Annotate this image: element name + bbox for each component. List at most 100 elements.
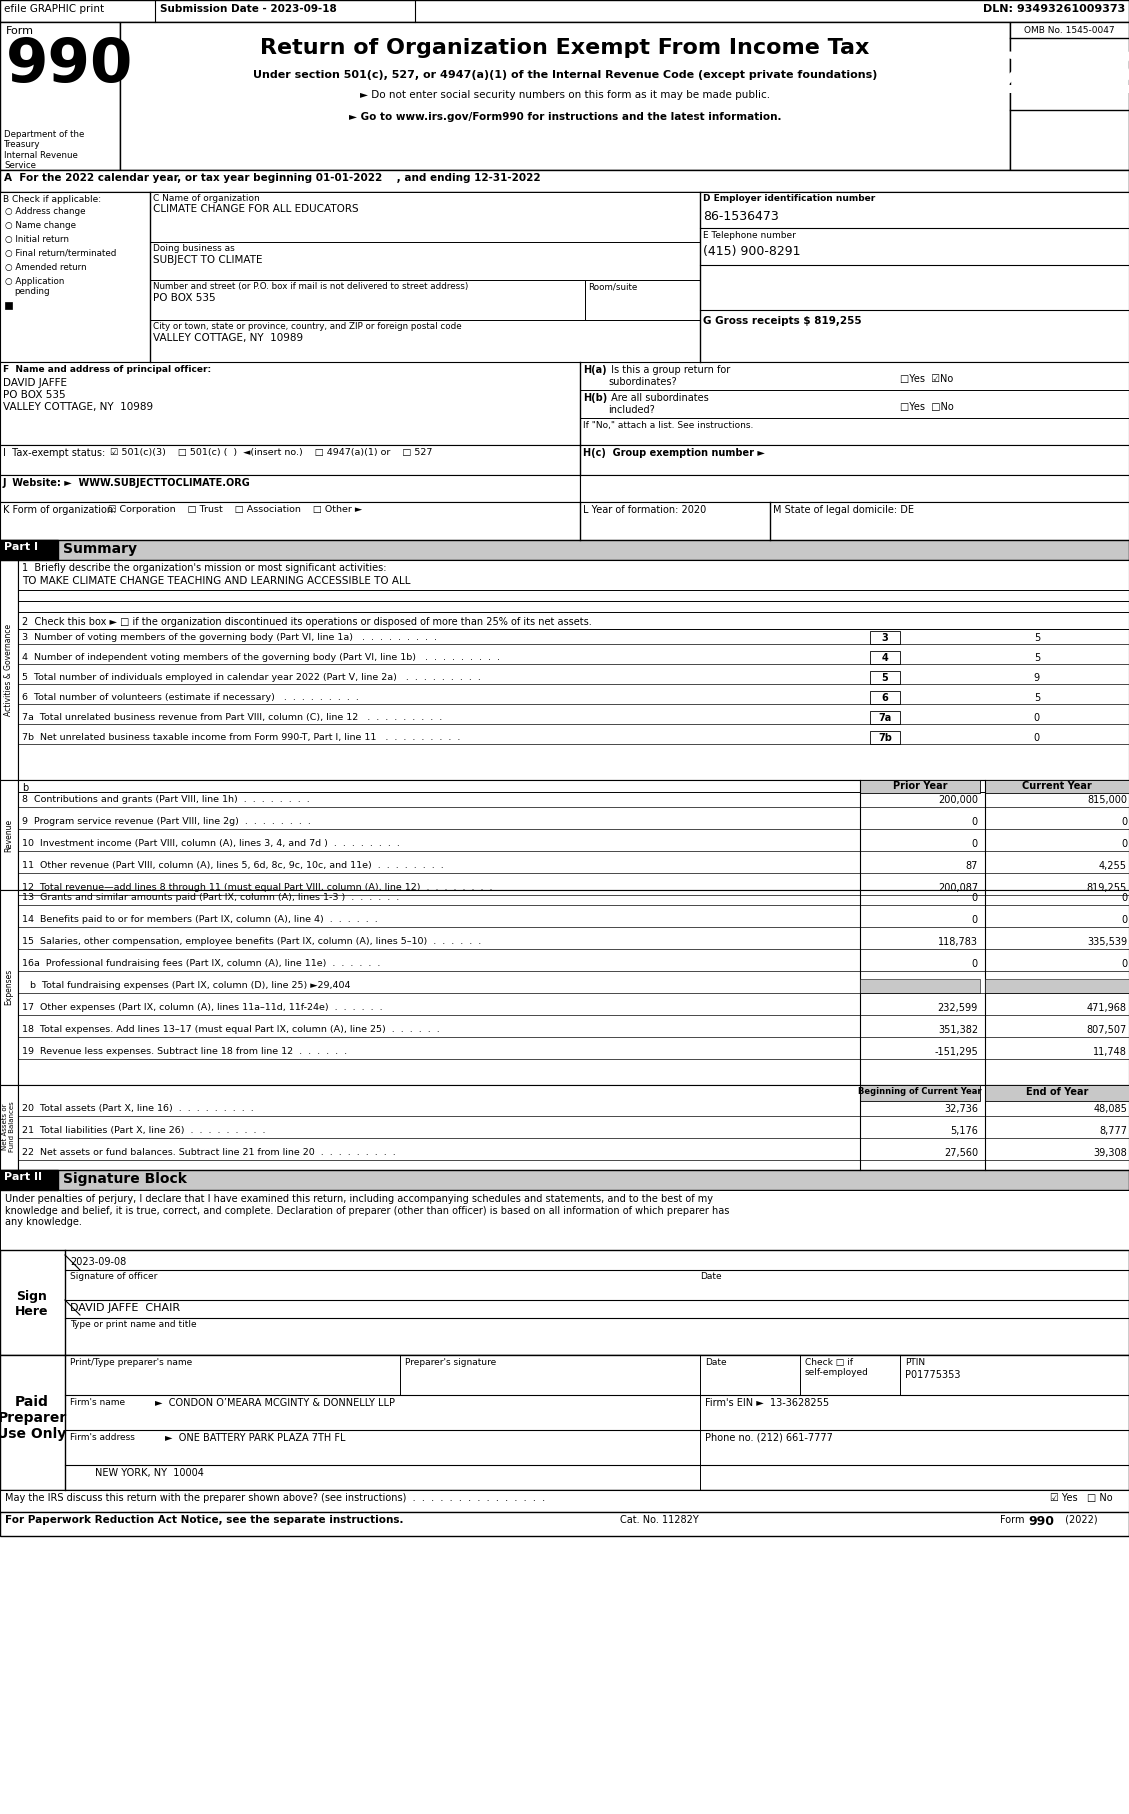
Bar [0, 475, 580, 502]
Text: TO MAKE CLIMATE CHANGE TEACHING AND LEARNING ACCESSIBLE TO ALL: TO MAKE CLIMATE CHANGE TEACHING AND LEAR… [21, 577, 411, 586]
Text: Under penalties of perjury, I declare that I have examined this return, includin: Under penalties of perjury, I declare th… [5, 1194, 729, 1228]
Text: 4,255: 4,255 [1099, 862, 1127, 871]
Text: 15  Salaries, other compensation, employee benefits (Part IX, column (A), lines : 15 Salaries, other compensation, employe… [21, 938, 481, 945]
Bar [1010, 111, 1129, 171]
Text: G Gross receipts $ 819,255: G Gross receipts $ 819,255 [703, 316, 861, 327]
Text: 13  Grants and similar amounts paid (Part IX, column (A), lines 1-3 )  .  .  .  : 13 Grants and similar amounts paid (Part… [21, 892, 400, 902]
Text: 471,968: 471,968 [1087, 1003, 1127, 1012]
Text: F  Name and address of principal officer:: F Name and address of principal officer: [3, 365, 211, 374]
Text: 6: 6 [882, 693, 889, 704]
Text: 5: 5 [1034, 633, 1040, 642]
Text: Open to Public
Inspection: Open to Public Inspection [1017, 118, 1120, 145]
Text: pending: pending [14, 287, 50, 296]
Bar [984, 1085, 1129, 1101]
Bar [120, 22, 1010, 171]
Text: Signature of officer: Signature of officer [70, 1272, 157, 1281]
Text: 19  Revenue less expenses. Subtract line 18 from line 12  .  .  .  .  .  .: 19 Revenue less expenses. Subtract line … [21, 1047, 347, 1056]
Bar [0, 22, 120, 171]
Bar [0, 541, 58, 561]
Text: ►  CONDON O’MEARA MCGINTY & DONNELLY LLP: ► CONDON O’MEARA MCGINTY & DONNELLY LLP [155, 1399, 395, 1408]
Text: Part II: Part II [5, 1172, 42, 1183]
Text: VALLEY COTTAGE, NY  10989: VALLEY COTTAGE, NY 10989 [154, 334, 303, 343]
Text: DLN: 93493261009373: DLN: 93493261009373 [982, 4, 1124, 15]
Bar [150, 241, 700, 279]
Text: L Year of formation: 2020: L Year of formation: 2020 [583, 504, 707, 515]
Text: Firm's name: Firm's name [70, 1399, 125, 1408]
Text: OMB No. 1545-0047: OMB No. 1545-0047 [1024, 25, 1114, 34]
Text: Under section 501(c), 527, or 4947(a)(1) of the Internal Revenue Code (except pr: Under section 501(c), 527, or 4947(a)(1)… [253, 71, 877, 80]
Text: 14  Benefits paid to or for members (Part IX, column (A), line 4)  .  .  .  .  .: 14 Benefits paid to or for members (Part… [21, 914, 378, 923]
Text: 39,308: 39,308 [1093, 1148, 1127, 1157]
Text: Submission Date - 2023-09-18: Submission Date - 2023-09-18 [160, 4, 336, 15]
Bar [870, 671, 900, 684]
Text: ○ Final return/terminated: ○ Final return/terminated [5, 249, 116, 258]
Bar [0, 1513, 1129, 1536]
Text: 4  Number of independent voting members of the governing body (Part VI, line 1b): 4 Number of independent voting members o… [21, 653, 500, 662]
Text: 16a  Professional fundraising fees (Part IX, column (A), line 11e)  .  .  .  .  : 16a Professional fundraising fees (Part … [21, 960, 380, 969]
Text: PO BOX 535: PO BOX 535 [154, 294, 216, 303]
Text: 8  Contributions and grants (Part VIII, line 1h)  .  .  .  .  .  .  .  .: 8 Contributions and grants (Part VIII, l… [21, 795, 309, 804]
Text: 232,599: 232,599 [938, 1003, 978, 1012]
Text: E Telephone number: E Telephone number [703, 230, 796, 239]
Text: 990: 990 [6, 36, 133, 94]
Text: 815,000: 815,000 [1087, 795, 1127, 805]
Text: PTIN: PTIN [905, 1359, 925, 1368]
Text: ○ Address change: ○ Address change [5, 207, 86, 216]
Bar [18, 561, 1129, 780]
Text: 6  Total number of volunteers (estimate if necessary)   .  .  .  .  .  .  .  .  : 6 Total number of volunteers (estimate i… [21, 693, 359, 702]
Bar [0, 1170, 58, 1190]
Text: Beginning of Current Year: Beginning of Current Year [858, 1087, 982, 1096]
Bar [150, 319, 700, 363]
Text: 1  Briefly describe the organization's mission or most significant activities:: 1 Briefly describe the organization's mi… [21, 562, 386, 573]
Text: 8,777: 8,777 [1099, 1126, 1127, 1136]
Text: Preparer's signature: Preparer's signature [405, 1359, 497, 1368]
Text: 5,176: 5,176 [951, 1126, 978, 1136]
Text: Date: Date [700, 1272, 721, 1281]
Text: (2022): (2022) [1062, 1515, 1097, 1526]
Bar [18, 1085, 1129, 1170]
Text: C Name of organization: C Name of organization [154, 194, 260, 203]
Text: ○ Name change: ○ Name change [5, 221, 76, 230]
Text: 0: 0 [972, 960, 978, 969]
Bar [5, 301, 12, 308]
Bar [870, 651, 900, 664]
Text: 10  Investment income (Part VIII, column (A), lines 3, 4, and 7d )  .  .  .  .  : 10 Investment income (Part VIII, column … [21, 840, 400, 847]
Text: 22  Net assets or fund balances. Subtract line 21 from line 20  .  .  .  .  .  .: 22 Net assets or fund balances. Subtract… [21, 1148, 396, 1157]
Text: 351,382: 351,382 [938, 1025, 978, 1036]
Text: A  For the 2022 calendar year, or tax year beginning 01-01-2022    , and ending : A For the 2022 calendar year, or tax yea… [5, 172, 541, 183]
Text: (415) 900-8291: (415) 900-8291 [703, 245, 800, 258]
Bar [870, 691, 900, 704]
Text: ☑ Corporation    □ Trust    □ Association    □ Other ►: ☑ Corporation □ Trust □ Association □ Ot… [108, 504, 362, 513]
Text: 20  Total assets (Part X, line 16)  .  .  .  .  .  .  .  .  .: 20 Total assets (Part X, line 16) . . . … [21, 1105, 254, 1114]
Text: 18  Total expenses. Add lines 13–17 (must equal Part IX, column (A), line 25)  .: 18 Total expenses. Add lines 13–17 (must… [21, 1025, 440, 1034]
Bar [0, 171, 1129, 192]
Text: Form: Form [6, 25, 34, 36]
Text: 9: 9 [1034, 673, 1040, 684]
Text: Cat. No. 11282Y: Cat. No. 11282Y [620, 1515, 699, 1526]
Text: Doing business as: Doing business as [154, 245, 235, 252]
Text: subordinates?: subordinates? [609, 377, 676, 386]
Text: Department of the
Treasury
Internal Revenue
Service: Department of the Treasury Internal Reve… [5, 131, 85, 171]
Text: 21  Total liabilities (Part X, line 26)  .  .  .  .  .  .  .  .  .: 21 Total liabilities (Part X, line 26) .… [21, 1126, 265, 1136]
Text: City or town, state or province, country, and ZIP or foreign postal code: City or town, state or province, country… [154, 323, 462, 330]
Text: H(b): H(b) [583, 394, 607, 403]
Text: self-employed: self-employed [805, 1368, 869, 1377]
Text: End of Year: End of Year [1026, 1087, 1088, 1097]
Text: Is this a group return for: Is this a group return for [609, 365, 730, 375]
Text: 0: 0 [1034, 713, 1040, 724]
Text: Net Assets or
Fund Balances: Net Assets or Fund Balances [2, 1101, 16, 1152]
Bar [585, 279, 700, 319]
Text: Revenue: Revenue [5, 818, 14, 851]
Text: included?: included? [609, 405, 655, 415]
Text: 3  Number of voting members of the governing body (Part VI, line 1a)   .  .  .  : 3 Number of voting members of the govern… [21, 633, 437, 642]
Text: Summary: Summary [63, 542, 137, 557]
Text: Are all subordinates: Are all subordinates [609, 394, 709, 403]
Text: 990: 990 [1029, 1515, 1054, 1527]
Bar [860, 780, 980, 793]
Text: ► Do not enter social security numbers on this form as it may be made public.: ► Do not enter social security numbers o… [360, 91, 770, 100]
Text: 9  Program service revenue (Part VIII, line 2g)  .  .  .  .  .  .  .  .: 9 Program service revenue (Part VIII, li… [21, 816, 310, 825]
Text: If "No," attach a list. See instructions.: If "No," attach a list. See instructions… [583, 421, 753, 430]
Text: DAVID JAFFE: DAVID JAFFE [3, 377, 67, 388]
Text: 2023-09-08: 2023-09-08 [70, 1257, 126, 1266]
Text: 5: 5 [1034, 693, 1040, 704]
